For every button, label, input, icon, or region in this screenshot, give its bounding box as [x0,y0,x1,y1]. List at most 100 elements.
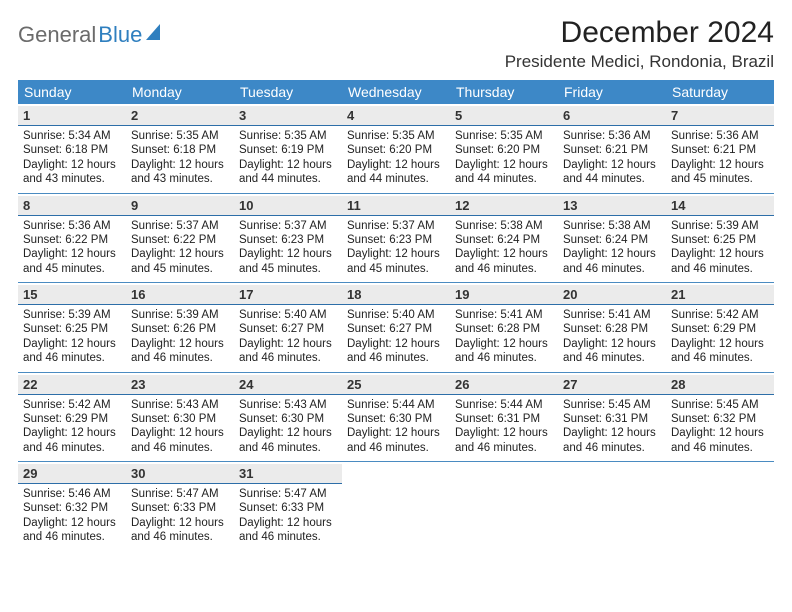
day-number: 18 [342,285,450,305]
daylight-line: Daylight: 12 hours and 46 minutes. [239,516,337,545]
daylight-line: Daylight: 12 hours and 45 minutes. [23,247,121,276]
day-number: 21 [666,285,774,305]
day-content: 26Sunrise: 5:44 AMSunset: 6:31 PMDayligh… [450,373,558,462]
sunset-line: Sunset: 6:25 PM [671,233,769,247]
logo-text-blue: Blue [98,22,142,48]
sunrise-line: Sunrise: 5:47 AM [239,487,337,501]
title-block: December 2024 Presidente Medici, Rondoni… [505,16,774,72]
sunset-line: Sunset: 6:33 PM [239,501,337,515]
calendar-day-cell: 3Sunrise: 5:35 AMSunset: 6:19 PMDaylight… [234,104,342,193]
sunset-line: Sunset: 6:26 PM [131,322,229,336]
day-content: 4Sunrise: 5:35 AMSunset: 6:20 PMDaylight… [342,104,450,193]
sunset-line: Sunset: 6:20 PM [455,143,553,157]
day-content: 30Sunrise: 5:47 AMSunset: 6:33 PMDayligh… [126,462,234,551]
calendar-day-cell: 1Sunrise: 5:34 AMSunset: 6:18 PMDaylight… [18,104,126,193]
day-number: 27 [558,375,666,395]
day-content: 23Sunrise: 5:43 AMSunset: 6:30 PMDayligh… [126,373,234,462]
daylight-line: Daylight: 12 hours and 45 minutes. [671,158,769,187]
logo-sail-icon [146,24,160,40]
sunrise-line: Sunrise: 5:35 AM [131,129,229,143]
sunset-line: Sunset: 6:21 PM [671,143,769,157]
sunset-line: Sunset: 6:23 PM [347,233,445,247]
day-number: 26 [450,375,558,395]
day-number: 5 [450,106,558,126]
calendar-week-row: 22Sunrise: 5:42 AMSunset: 6:29 PMDayligh… [18,372,774,462]
sunrise-line: Sunrise: 5:38 AM [563,219,661,233]
header: General Blue December 2024 Presidente Me… [18,16,774,72]
daylight-line: Daylight: 12 hours and 46 minutes. [131,337,229,366]
day-content: 16Sunrise: 5:39 AMSunset: 6:26 PMDayligh… [126,283,234,372]
calendar-day-cell: 21Sunrise: 5:42 AMSunset: 6:29 PMDayligh… [666,283,774,373]
calendar-day-cell [666,462,774,551]
calendar-day-cell: 26Sunrise: 5:44 AMSunset: 6:31 PMDayligh… [450,372,558,462]
daylight-line: Daylight: 12 hours and 46 minutes. [23,426,121,455]
sunrise-line: Sunrise: 5:47 AM [131,487,229,501]
calendar-day-cell: 23Sunrise: 5:43 AMSunset: 6:30 PMDayligh… [126,372,234,462]
day-content: 10Sunrise: 5:37 AMSunset: 6:23 PMDayligh… [234,194,342,283]
empty-day [666,462,774,472]
day-number: 28 [666,375,774,395]
day-content: 14Sunrise: 5:39 AMSunset: 6:25 PMDayligh… [666,194,774,283]
sunrise-line: Sunrise: 5:35 AM [239,129,337,143]
day-content: 5Sunrise: 5:35 AMSunset: 6:20 PMDaylight… [450,104,558,193]
sunrise-line: Sunrise: 5:36 AM [671,129,769,143]
sunset-line: Sunset: 6:23 PM [239,233,337,247]
daylight-line: Daylight: 12 hours and 43 minutes. [23,158,121,187]
weekday-friday: Friday [558,80,666,104]
calendar-day-cell: 4Sunrise: 5:35 AMSunset: 6:20 PMDaylight… [342,104,450,193]
day-number: 31 [234,464,342,484]
day-content: 20Sunrise: 5:41 AMSunset: 6:28 PMDayligh… [558,283,666,372]
calendar-day-cell: 22 Sunrise: 5:42 AMSunset: 6:29 PMDayligh… [18,372,126,462]
calendar-day-cell: 11Sunrise: 5:37 AMSunset: 6:23 PMDayligh… [342,193,450,283]
sunrise-line: Sunrise: 5:46 AM [23,487,121,501]
calendar-day-cell: 31 Sunrise: 5:47 AMSunset: 6:33 PMDayligh… [234,462,342,551]
day-number: 12 [450,196,558,216]
location-text: Presidente Medici, Rondonia, Brazil [505,52,774,72]
day-content: 6Sunrise: 5:36 AMSunset: 6:21 PMDaylight… [558,104,666,193]
empty-day [558,462,666,472]
daylight-line: Daylight: 12 hours and 46 minutes. [347,426,445,455]
calendar-day-cell: 17Sunrise: 5:40 AMSunset: 6:27 PMDayligh… [234,283,342,373]
weekday-saturday: Saturday [666,80,774,104]
day-content: 24Sunrise: 5:43 AMSunset: 6:30 PMDayligh… [234,373,342,462]
daylight-line: Daylight: 12 hours and 46 minutes. [131,426,229,455]
daylight-line: Daylight: 12 hours and 46 minutes. [563,337,661,366]
day-number: 22 [18,375,126,395]
day-content: 28Sunrise: 5:45 AMSunset: 6:32 PMDayligh… [666,373,774,462]
calendar-day-cell: 9Sunrise: 5:37 AMSunset: 6:22 PMDaylight… [126,193,234,283]
sunrise-line: Sunrise: 5:37 AM [347,219,445,233]
day-number: 9 [126,196,234,216]
sunrise-line: Sunrise: 5:40 AM [239,308,337,322]
weekday-wednesday: Wednesday [342,80,450,104]
day-number: 3 [234,106,342,126]
day-content: 7Sunrise: 5:36 AMSunset: 6:21 PMDaylight… [666,104,774,193]
daylight-line: Daylight: 12 hours and 44 minutes. [455,158,553,187]
sunset-line: Sunset: 6:29 PM [23,412,121,426]
day-content: 1Sunrise: 5:34 AMSunset: 6:18 PMDaylight… [18,104,126,193]
logo: General Blue [18,16,160,48]
daylight-line: Daylight: 12 hours and 46 minutes. [455,247,553,276]
day-content: 21Sunrise: 5:42 AMSunset: 6:29 PMDayligh… [666,283,774,372]
day-content: 3Sunrise: 5:35 AMSunset: 6:19 PMDaylight… [234,104,342,193]
sunset-line: Sunset: 6:18 PM [131,143,229,157]
sunrise-line: Sunrise: 5:43 AM [131,398,229,412]
calendar-day-cell: 19Sunrise: 5:41 AMSunset: 6:28 PMDayligh… [450,283,558,373]
weekday-tuesday: Tuesday [234,80,342,104]
sunset-line: Sunset: 6:29 PM [671,322,769,336]
sunrise-line: Sunrise: 5:44 AM [455,398,553,412]
calendar-day-cell: 27Sunrise: 5:45 AMSunset: 6:31 PMDayligh… [558,372,666,462]
calendar-day-cell [342,462,450,551]
daylight-line: Daylight: 12 hours and 45 minutes. [347,247,445,276]
sunset-line: Sunset: 6:18 PM [23,143,121,157]
sunrise-line: Sunrise: 5:42 AM [23,398,121,412]
sunset-line: Sunset: 6:33 PM [131,501,229,515]
calendar-day-cell: 16Sunrise: 5:39 AMSunset: 6:26 PMDayligh… [126,283,234,373]
calendar-day-cell: 18Sunrise: 5:40 AMSunset: 6:27 PMDayligh… [342,283,450,373]
day-number: 8 [18,196,126,216]
sunset-line: Sunset: 6:32 PM [23,501,121,515]
sunrise-line: Sunrise: 5:45 AM [671,398,769,412]
sunset-line: Sunset: 6:24 PM [563,233,661,247]
daylight-line: Daylight: 12 hours and 44 minutes. [239,158,337,187]
day-content: 31 Sunrise: 5:47 AMSunset: 6:33 PMDayligh… [234,462,342,551]
day-content: 15Sunrise: 5:39 AMSunset: 6:25 PMDayligh… [18,283,126,372]
